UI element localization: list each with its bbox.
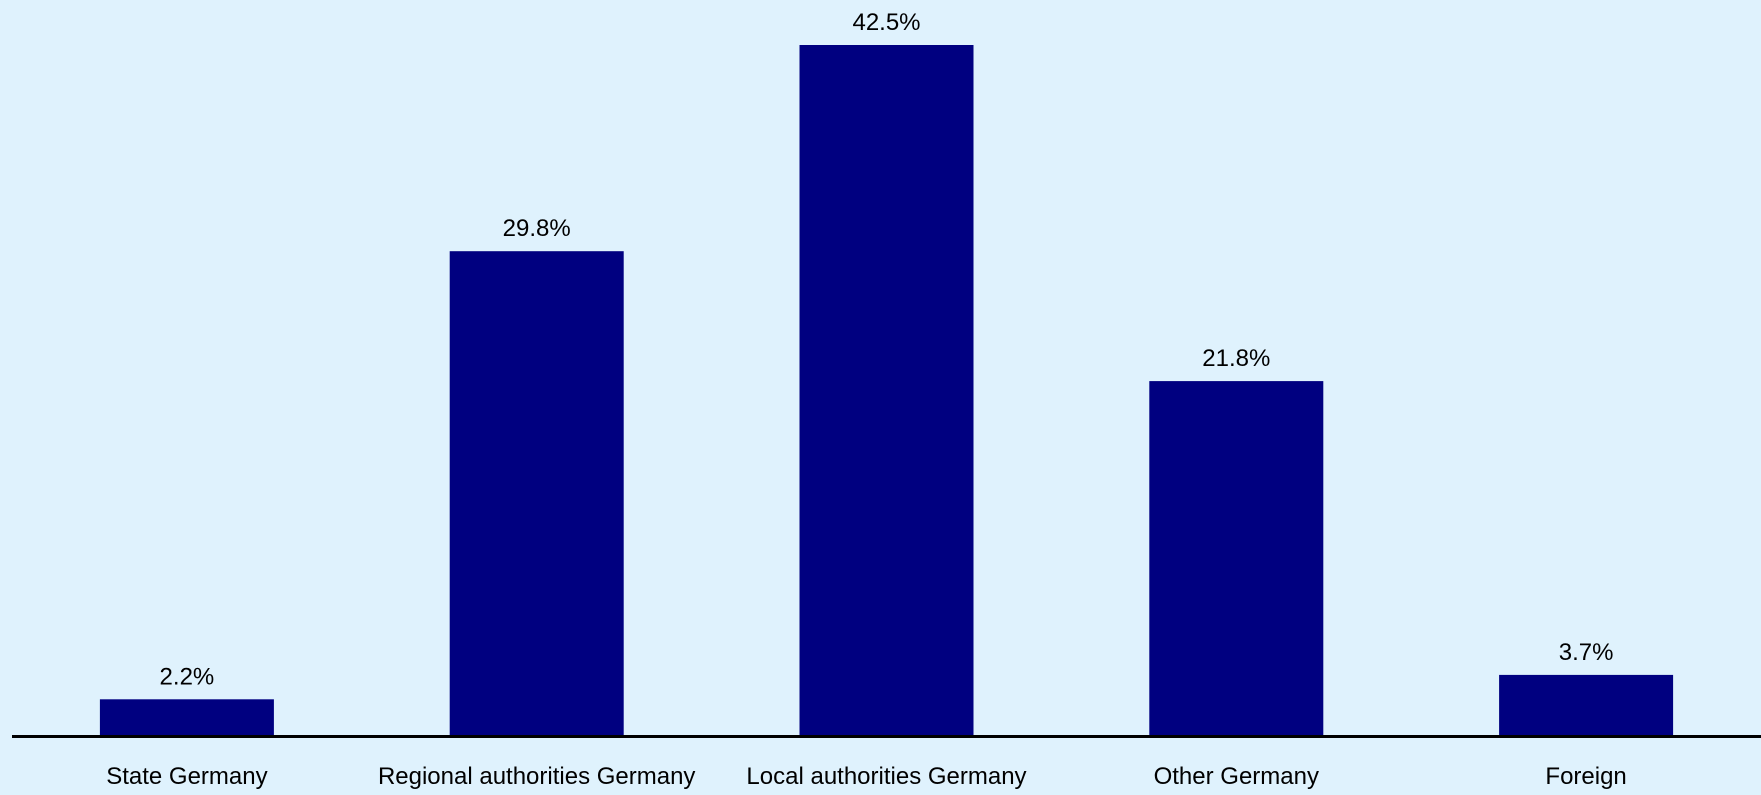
bar-3 (1149, 381, 1324, 735)
data-label-4: 3.7% (1559, 639, 1614, 666)
data-label-0: 2.2% (160, 663, 215, 690)
category-labels-layer: State Germany Regional authorities German… (106, 763, 1627, 790)
category-label-4: Foreign (1545, 763, 1626, 790)
category-label-0: State Germany (106, 763, 267, 790)
bar-1 (449, 251, 624, 735)
data-label-2: 42.5% (852, 9, 920, 36)
category-label-2: Local authorities Germany (746, 763, 1026, 790)
bar-2 (799, 45, 974, 735)
category-label-1: Regional authorities Germany (378, 763, 696, 790)
data-label-1: 29.8% (503, 215, 571, 242)
bar-4 (1499, 674, 1674, 735)
data-label-3: 21.8% (1202, 345, 1270, 372)
bars-layer (99, 45, 1674, 735)
bar-0 (99, 699, 274, 735)
category-label-3: Other Germany (1154, 763, 1319, 790)
data-labels-layer: 2.2% 29.8% 42.5% 21.8% 3.7% (160, 9, 1614, 690)
